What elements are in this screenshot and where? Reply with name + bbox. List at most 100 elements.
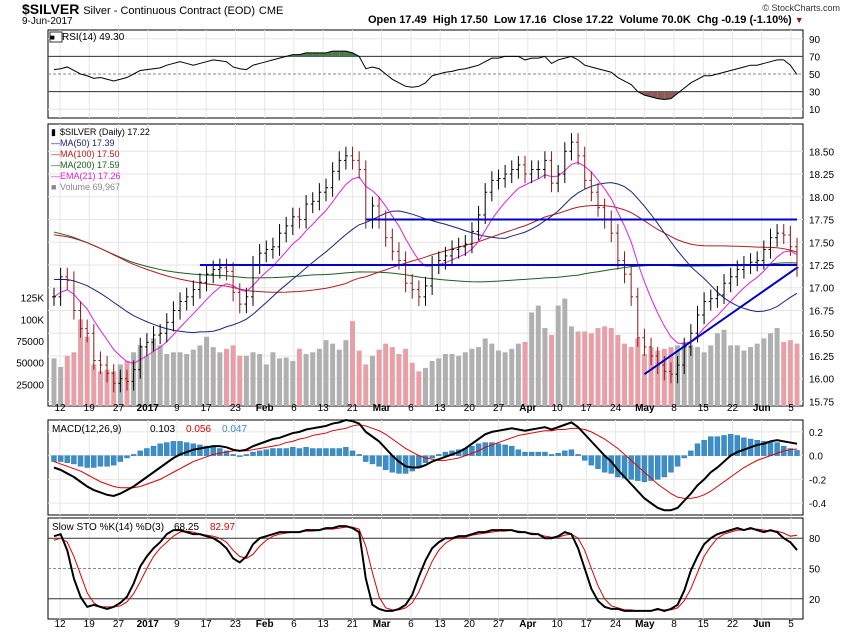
- macd-tick-label: -0.4: [809, 499, 827, 510]
- rsi-legend-marker: ■: [50, 33, 55, 42]
- macd-histogram-bar: [641, 455, 648, 482]
- price-tick-label: 16.25: [809, 352, 834, 363]
- x-tick-label: 21: [347, 619, 359, 630]
- x-tick-label: 2017: [137, 619, 160, 630]
- volume-bar: [303, 354, 309, 406]
- legend-swatch: —: [51, 171, 60, 181]
- macd-histogram-bar: [91, 455, 97, 468]
- price-tick-label: 17.00: [809, 284, 834, 295]
- volume-bar: [708, 345, 714, 406]
- macd-histogram-bar: [754, 439, 760, 456]
- x-tick-label: 5: [788, 619, 794, 630]
- price-tick-label: 17.50: [809, 238, 834, 249]
- rsi-overbought-fill: [319, 52, 326, 57]
- x-tick-label: 23: [230, 619, 242, 630]
- volume-bar: [442, 354, 448, 406]
- stoch-k-value-label: 68.25: [174, 522, 199, 533]
- volume-bar: [263, 364, 269, 406]
- rsi-tick-label: 30: [809, 88, 821, 99]
- rsi-tick-label: 10: [809, 105, 821, 116]
- volume-bar: [316, 348, 322, 406]
- volume-bar: [429, 360, 435, 406]
- rsi-overbought-fill: [325, 51, 333, 57]
- x-tick-label: 8: [671, 619, 677, 630]
- rsi-line: [53, 50, 798, 101]
- stoch-d-value-label: 82.97: [210, 522, 235, 533]
- volume-bar: [641, 354, 647, 406]
- x-tick-label: 12: [54, 403, 66, 414]
- volume-bar: [409, 362, 415, 406]
- volume-bar: [190, 349, 196, 406]
- volume-tick-label: 25000: [16, 380, 44, 391]
- legend-label: Volume 69,967: [60, 182, 120, 192]
- volume-bar: [104, 369, 110, 406]
- macd-histogram-bar: [283, 448, 289, 456]
- macd-histogram-bar: [157, 443, 163, 456]
- volume-tick-label: 125K: [21, 294, 45, 305]
- x-tick-label: 6: [408, 619, 414, 630]
- rsi-tick-label: 70: [809, 52, 821, 63]
- macd-histogram-bar: [104, 455, 110, 467]
- volume-bar: [91, 364, 97, 406]
- macd-signal-line: [53, 424, 798, 499]
- x-tick-label: 24: [610, 403, 622, 414]
- macd-panel-frame: [47, 419, 804, 516]
- volume-bar: [270, 352, 276, 406]
- macd-histogram-bar: [290, 447, 296, 456]
- macd-histogram-bar: [349, 450, 356, 456]
- volume-bar: [741, 350, 747, 406]
- macd-histogram-bar: [429, 455, 435, 459]
- low-value: 17.16: [519, 14, 547, 26]
- volume-bar: [542, 328, 548, 406]
- macd-tick-label: 0.0: [809, 452, 823, 463]
- macd-histogram-bar: [542, 451, 548, 456]
- volume-bar: [436, 358, 442, 406]
- x-tick-label: 19: [84, 619, 96, 630]
- x-tick-label: May: [635, 619, 655, 630]
- x-tick-label: 27: [113, 619, 125, 630]
- stoch-k-line: [53, 525, 798, 612]
- volume-bar: [210, 347, 216, 406]
- x-tick-label: 12: [54, 619, 66, 630]
- x-tick-label: 19: [84, 403, 96, 414]
- volume-bar: [734, 345, 740, 406]
- macd-histogram-bar: [396, 455, 402, 474]
- x-tick-label: 17: [201, 619, 213, 630]
- rsi-overbought-fill: [306, 52, 313, 57]
- volume-bar: [595, 328, 601, 406]
- macd-histogram-bar: [422, 455, 429, 463]
- volume-bar: [582, 331, 588, 406]
- macd-histogram-bar: [522, 451, 528, 456]
- macd-histogram-bar: [436, 454, 442, 456]
- volume-bar: [575, 331, 581, 406]
- macd-line: [53, 418, 798, 512]
- macd-histogram-bar: [774, 442, 780, 456]
- volume-bar: [323, 340, 329, 406]
- volume-bar: [714, 333, 720, 406]
- macd-histogram-bar: [71, 455, 77, 465]
- x-tick-label: 9: [174, 403, 180, 414]
- macd-histogram-bar: [588, 455, 595, 466]
- down-arrow-icon: ▼: [794, 15, 804, 25]
- volume-bar: [555, 305, 561, 406]
- x-tick-label: 13: [318, 619, 330, 630]
- macd-histogram-bar: [323, 448, 329, 456]
- volume-bar: [184, 354, 190, 406]
- x-tick-label: 5: [788, 403, 794, 414]
- volume-bar: [529, 312, 535, 406]
- macd-histogram-bar: [77, 455, 84, 467]
- description-label: Silver - Continuous Contract (EOD): [83, 5, 255, 17]
- macd-histogram-bar: [296, 448, 303, 456]
- x-tick-label: 6: [291, 403, 297, 414]
- volume-bar: [602, 326, 608, 406]
- macd-histogram-bar: [369, 455, 376, 465]
- volume-bar: [767, 333, 773, 406]
- low-label: Low: [494, 14, 517, 26]
- rsi-oversold-fill: [664, 91, 671, 100]
- x-tick-label: Jun: [753, 619, 771, 630]
- price-tick-label: 16.75: [809, 306, 834, 317]
- macd-histogram-bar: [714, 436, 721, 456]
- x-tick-label: 10: [552, 619, 564, 630]
- volume-bar: [283, 357, 289, 406]
- stoch-tick-label: 20: [809, 595, 821, 606]
